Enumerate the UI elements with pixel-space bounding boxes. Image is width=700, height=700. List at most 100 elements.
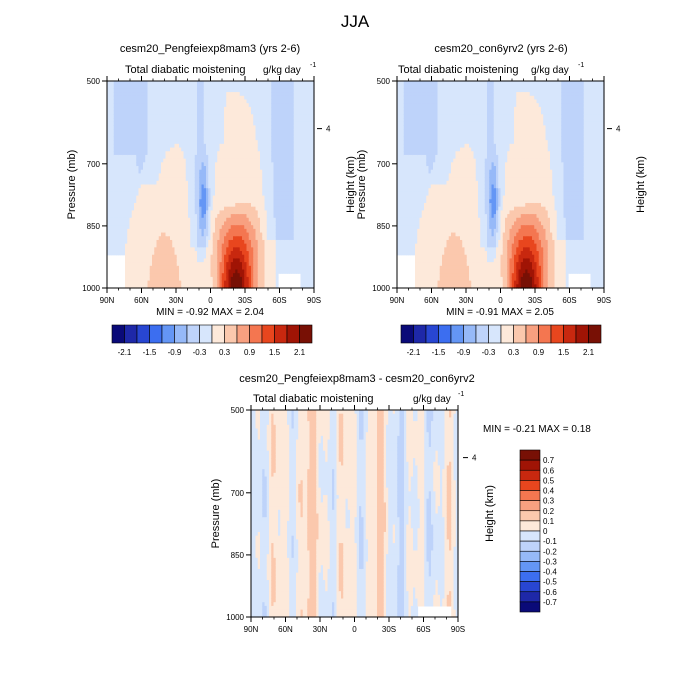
heatmap-cell — [129, 162, 133, 167]
heatmap-cell — [154, 243, 158, 248]
heatmap-cell — [201, 251, 205, 256]
heatmap-cell — [203, 151, 207, 156]
heatmap-cell — [237, 202, 241, 208]
heatmap-cell — [185, 158, 189, 163]
heatmap-cell — [143, 206, 146, 211]
heatmap-cell — [147, 184, 151, 189]
heatmap-cell — [188, 114, 191, 119]
heatmap-cell — [172, 180, 176, 186]
heatmap-cell — [147, 265, 151, 271]
heatmap-cell — [197, 151, 200, 156]
heatmap-cell — [197, 166, 200, 171]
heatmap-cell — [111, 110, 115, 115]
heatmap-cell — [161, 162, 164, 167]
heatmap-cell — [181, 247, 185, 252]
heatmap-cell — [188, 206, 191, 211]
heatmap-cell — [237, 258, 241, 263]
heatmap-cell — [190, 88, 194, 93]
heatmap-cell — [118, 84, 122, 89]
heatmap-cell — [194, 177, 198, 182]
heatmap-cell — [120, 214, 124, 219]
heatmap-cell — [156, 154, 160, 160]
heatmap-cell — [118, 232, 122, 237]
heatmap-cell — [172, 92, 176, 97]
heatmap-cell — [239, 162, 243, 167]
heatmap-cell — [161, 265, 164, 271]
heatmap-cell — [212, 173, 216, 178]
heatmap-cell — [188, 154, 191, 160]
heatmap-cell — [138, 162, 142, 167]
heatmap-cell — [113, 206, 117, 211]
heatmap-cell — [215, 195, 218, 200]
heatmap-cell — [192, 276, 196, 282]
heatmap-cell — [210, 188, 214, 193]
heatmap-cell — [147, 106, 151, 112]
heatmap-cell — [111, 125, 115, 130]
heatmap-cell — [199, 117, 203, 123]
heatmap-cell — [210, 247, 214, 252]
heatmap-cell — [201, 262, 205, 267]
heatmap-cell — [161, 195, 164, 200]
heatmap-cell — [194, 132, 198, 138]
heatmap-cell — [158, 247, 162, 252]
heatmap-cell — [224, 125, 227, 130]
heatmap-cell — [208, 188, 212, 193]
heatmap-cell — [199, 184, 203, 189]
heatmap-cell — [221, 117, 225, 123]
heatmap-cell — [172, 202, 176, 208]
heatmap-cell — [136, 195, 140, 200]
heatmap-cell — [210, 114, 214, 119]
heatmap-cell — [203, 143, 207, 149]
heatmap-cell — [210, 221, 214, 226]
heatmap-cell — [181, 258, 185, 263]
heatmap-cell — [118, 247, 122, 252]
heatmap-cell — [118, 214, 122, 219]
heatmap-cell — [149, 173, 153, 178]
heatmap-cell — [156, 276, 160, 282]
heatmap-cell — [192, 143, 196, 149]
heatmap-cell — [158, 180, 162, 186]
heatmap-cell — [201, 143, 205, 149]
heatmap-cell — [210, 81, 214, 86]
heatmap-cell — [212, 262, 216, 267]
heatmap-cell — [136, 84, 140, 89]
heatmap-cell — [158, 188, 162, 193]
heatmap-cell — [116, 140, 119, 145]
heatmap-cell — [224, 276, 227, 282]
heatmap-cell — [215, 99, 218, 104]
heatmap-cell — [129, 273, 133, 278]
heatmap-cell — [176, 147, 180, 152]
heatmap-cell — [154, 117, 158, 123]
heatmap-cell — [122, 169, 126, 175]
heatmap-cell — [143, 210, 146, 215]
heatmap-cell — [131, 221, 135, 226]
heatmap-cell — [228, 210, 232, 215]
heatmap-cell — [221, 143, 225, 149]
heatmap-cell — [138, 136, 142, 141]
heatmap-cell — [138, 228, 142, 234]
heatmap-cell — [174, 140, 178, 145]
heatmap-cell — [203, 262, 207, 267]
heatmap-cell — [140, 273, 144, 278]
heatmap-cell — [194, 284, 198, 289]
heatmap-cell — [188, 103, 191, 108]
heatmap-cell — [158, 169, 162, 175]
heatmap-cell — [217, 95, 221, 101]
heatmap-cell — [201, 188, 205, 193]
heatmap-cell — [116, 195, 119, 200]
heatmap-cell — [221, 225, 225, 230]
heatmap-cell — [154, 188, 158, 193]
heatmap-cell — [122, 84, 126, 89]
heatmap-cell — [145, 243, 149, 248]
heatmap-cell — [210, 136, 214, 141]
heatmap-cell — [215, 276, 218, 282]
heatmap-cell — [122, 247, 126, 252]
heatmap-cell — [181, 81, 185, 86]
heatmap-cell — [179, 247, 182, 252]
heatmap-cell — [224, 280, 227, 285]
heatmap-cell — [163, 140, 167, 145]
heatmap-cell — [136, 247, 140, 252]
heatmap-cell — [219, 184, 223, 189]
heatmap-cell — [237, 99, 241, 104]
heatmap-cell — [145, 262, 149, 267]
